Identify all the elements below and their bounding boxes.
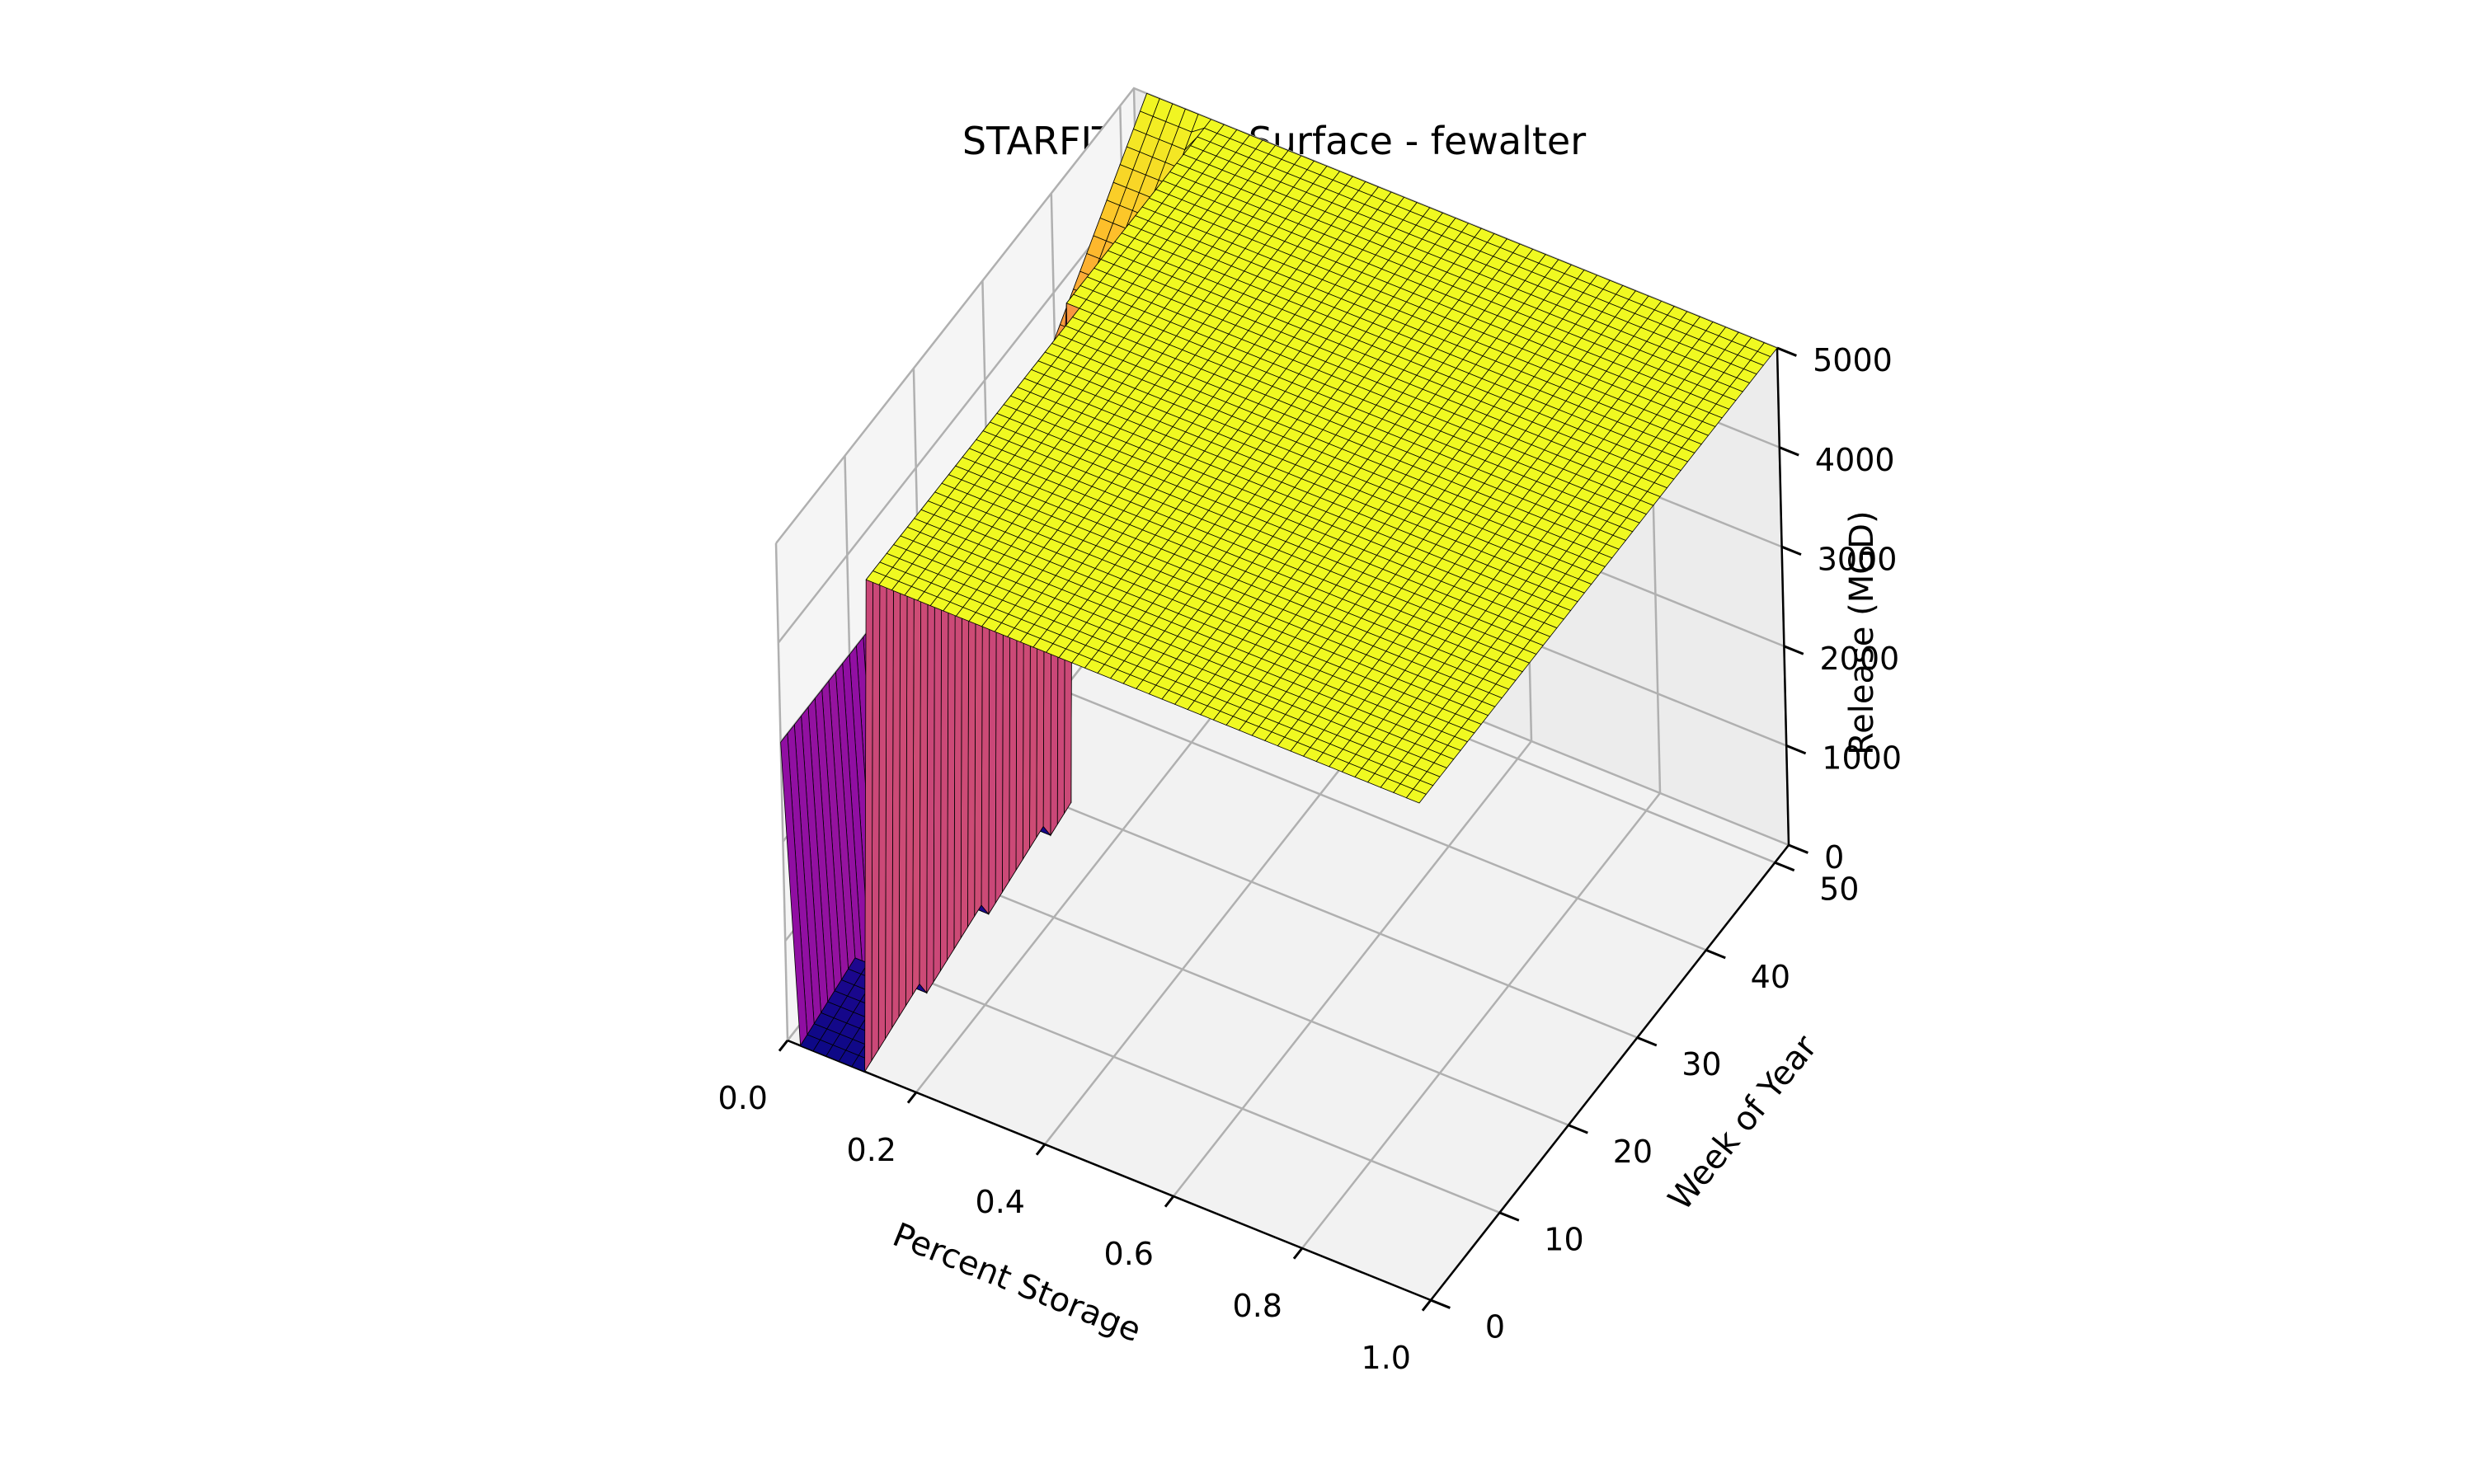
x-axis-line (787, 1039, 1432, 1302)
axis-lines (787, 347, 1790, 1302)
surface-cell-2599 (1405, 788, 1427, 804)
y-tick-label-4: 40 (1751, 959, 1790, 995)
y-tick-label-2: 20 (1613, 1134, 1653, 1170)
z-tick-label-1: 1000 (1822, 740, 1902, 777)
x-tick-mark-0 (778, 1040, 789, 1052)
z-tick-label-5: 5000 (1813, 342, 1893, 378)
x-tick-mark-2 (1035, 1144, 1047, 1156)
z-tick-mark-4 (1779, 446, 1799, 457)
z-tick-mark-5 (1776, 346, 1797, 357)
x-tick-label-1: 0.2 (847, 1132, 896, 1168)
z-tick-mark-2 (1783, 645, 1804, 655)
z-axis-label: Release (MGD) (1843, 510, 1881, 755)
z-tick-label-2: 2000 (1820, 641, 1900, 677)
x-tick-label-2: 0.4 (976, 1184, 1025, 1220)
x-tick-label-0: 0.0 (718, 1080, 768, 1116)
z-tick-label-3: 3000 (1818, 541, 1898, 577)
y-tick-label-5: 50 (1819, 871, 1859, 908)
z-tick-mark-1 (1785, 744, 1807, 755)
y-tick-mark-5 (1774, 861, 1795, 872)
surface-cell-2556 (864, 570, 873, 1073)
x-tick-mark-3 (1164, 1195, 1175, 1208)
x-tick-label-3: 0.6 (1104, 1236, 1154, 1272)
y-tick-mark-1 (1498, 1211, 1520, 1222)
z-tick-label-4: 4000 (1815, 442, 1895, 478)
y-axis-line (1430, 844, 1790, 1301)
y-tick-mark-0 (1430, 1298, 1451, 1309)
y-tick-label-3: 30 (1681, 1046, 1721, 1082)
policy-surface (780, 92, 1778, 1073)
y-tick-label-1: 10 (1544, 1221, 1583, 1257)
y-tick-mark-2 (1568, 1124, 1588, 1134)
y-tick-label-0: 0 (1485, 1309, 1505, 1345)
z-tick-label-0: 0 (1824, 839, 1844, 876)
x-tick-mark-1 (906, 1092, 918, 1104)
tick-marks-and-labels: 0.00.20.40.60.81.00102030405001000200030… (718, 342, 1902, 1376)
y-tick-mark-4 (1705, 948, 1726, 960)
z-axis-line (1776, 347, 1790, 846)
x-tick-mark-4 (1292, 1247, 1304, 1260)
z-tick-mark-3 (1781, 545, 1802, 556)
x-tick-label-4: 0.8 (1233, 1288, 1282, 1324)
z-tick-mark-0 (1788, 843, 1808, 854)
y-tick-mark-3 (1636, 1036, 1658, 1047)
x-tick-label-5: 1.0 (1362, 1340, 1411, 1376)
x-tick-mark-5 (1421, 1299, 1432, 1312)
